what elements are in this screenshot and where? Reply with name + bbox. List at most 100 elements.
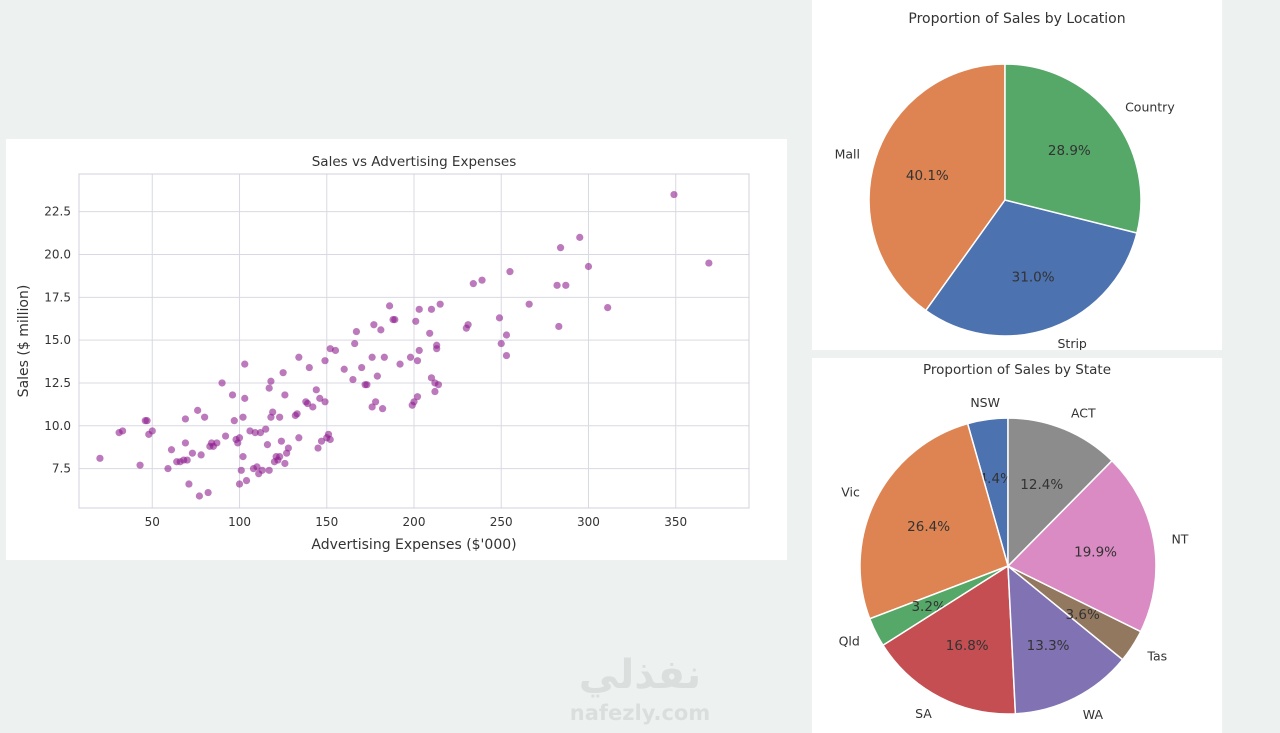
data-point [305,363,313,372]
data-point [279,369,287,377]
pie-slice-strip [924,199,1138,337]
data-point [434,381,443,389]
pie-percent-label: 13.3% [1027,638,1070,654]
pie-percent-label: 31.0% [1012,270,1055,286]
data-point [317,437,326,445]
data-point [331,346,340,355]
watermark-logo: نفذلي nafezly.com [560,648,720,728]
data-point [427,305,436,313]
data-point [506,268,514,276]
chart-title: Proportion of Sales by Location [908,11,1125,27]
data-point [378,405,387,413]
pie-category-label: ACT [1071,406,1096,421]
data-point [431,387,439,396]
data-point [436,300,444,308]
pie-category-label: Tas [1146,649,1167,664]
y-tick-label: 7.5 [52,462,71,476]
data-point [265,466,273,474]
data-point [253,463,261,471]
data-point [194,406,202,414]
data-point [197,451,205,459]
pie-slice-sa [882,564,1017,715]
pie-percent-label: 16.8% [946,638,989,654]
x-tick-label: 300 [577,515,600,529]
data-point [185,480,193,488]
data-point [235,434,244,442]
watermark-arabic-text: نفذلي [579,652,701,698]
data-point [164,465,172,473]
data-point [478,276,486,284]
data-point [321,357,329,365]
data-point [326,435,334,444]
data-point [276,413,284,421]
data-point [239,413,247,421]
x-tick-label: 350 [664,515,687,529]
y-axis-label: Sales ($ million) [16,285,32,398]
data-point [380,353,388,361]
x-tick-label: 100 [228,515,251,529]
pie-slice-mall [868,63,1006,312]
chart-title: Sales vs Advertising Expenses [312,154,517,170]
y-tick-label: 20.0 [44,248,71,262]
data-point [181,415,190,423]
data-point [256,429,265,437]
y-tick-label: 12.5 [44,376,71,390]
data-point [218,379,226,387]
data-point [201,413,209,421]
data-point [241,394,249,402]
data-point [413,393,422,401]
data-point [368,353,376,361]
data-point [584,262,593,271]
data-point [413,357,422,365]
data-point [312,386,320,394]
data-point [469,280,477,288]
data-point [181,439,190,447]
data-point [228,391,237,399]
data-point [295,434,303,442]
data-point [351,339,359,348]
data-point [265,384,273,392]
data-point [269,408,277,416]
pie-percent-label: 19.9% [1074,544,1117,560]
data-point [340,365,348,373]
pie-slice-nt [1006,459,1157,633]
plot-frame [78,173,750,509]
data-point [295,353,303,361]
data-point [415,346,423,355]
data-point [412,317,420,325]
data-point [410,398,418,406]
data-point [230,417,238,425]
pie-category-label: Country [1125,99,1175,114]
data-point [525,300,533,308]
data-point [427,374,436,382]
scatter-chart-panel: 50 100 150 200 250 300 350 7.5 10.0 12.5 15.0 17.5 2… [6,139,787,560]
data-point [284,444,292,452]
data-point [556,244,565,252]
data-point [183,456,191,464]
y-tick-label: 22.5 [44,205,71,219]
watermark-latin-text: nafezly.com [570,701,710,725]
data-point [262,425,270,433]
chart-title: Proportion of Sales by State [923,362,1111,378]
y-tick-label: 17.5 [44,290,71,304]
pie-percent-label: 3.6% [1066,607,1100,623]
pie-category-label: NT [1171,532,1188,547]
data-point [372,398,380,406]
pie-slice-vic [859,422,1009,620]
data-point [352,327,361,336]
data-point [235,480,244,488]
data-point [242,476,251,485]
location-pie-panel: 40.1% Mall 31.0% Strip 28.9% Country Proportio… [812,0,1222,350]
pie-slice-act [1007,417,1114,568]
data-point [263,441,272,449]
data-point [415,305,423,313]
data-point [373,372,381,380]
data-point [670,190,678,199]
data-point [309,403,317,411]
pie-category-label: NSW [970,395,1000,410]
data-point [377,326,385,334]
data-point [293,410,301,418]
data-point [258,466,266,474]
data-point [195,492,203,500]
